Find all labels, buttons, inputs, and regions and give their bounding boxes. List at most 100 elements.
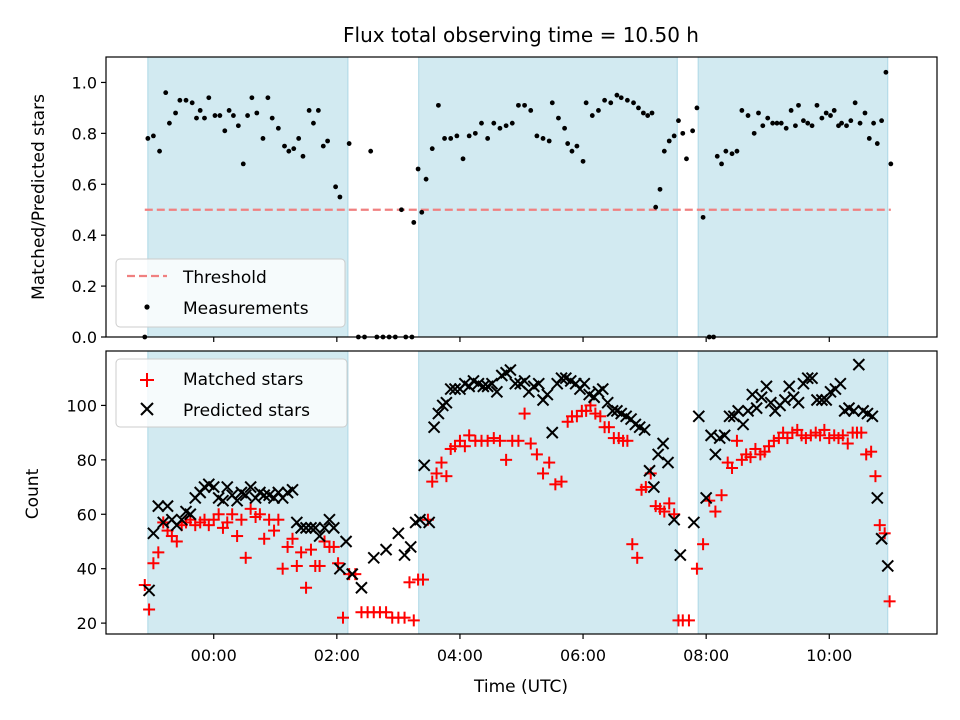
measurement-point [368,148,374,154]
predicted-star-point [764,396,778,409]
predicted-legend-swatch [140,402,154,416]
measurement-point [442,136,447,141]
measurement-point [466,133,472,139]
matched-star-point [626,538,639,551]
bottom-y-axis-label: Count [23,468,43,519]
measurement-point [540,136,546,141]
predicted-star-point [578,377,591,390]
matched-star-point [878,527,891,540]
measurement-point [819,115,825,121]
predicted-star-point [485,377,499,390]
predicted-star-point [230,494,244,507]
predicted-star-point [810,393,824,407]
matched-star-point [276,562,289,575]
matched-star-point [226,508,239,521]
measurement-point [636,105,641,111]
measurements-legend-label: Measurements [183,299,309,319]
predicted-star-point [704,429,718,442]
measurement-points [142,69,894,340]
measurement-point [546,138,552,144]
predicted-star-point [509,377,522,390]
matched-star-point [481,434,494,447]
measurement-point [320,143,326,149]
matched-star-point [403,576,416,589]
measurements-legend-swatch [144,304,150,310]
matched-star-point [639,481,652,494]
measurement-point [614,92,620,98]
measurement-point [624,97,630,103]
measurement-point [315,108,321,113]
measurement-point [497,125,503,131]
predicted-star-point [667,513,681,526]
top-axes: 0.0 0.2 0.4 0.6 0.8 1.0 Flux total observing … [29,23,938,347]
measurement-point [823,110,829,116]
predicted-star-point [477,380,490,393]
measurement-point [173,110,178,116]
y-tick-label: 20 [77,614,97,633]
matched-star-point [458,440,471,453]
matched-star-point [730,434,743,447]
predicted-star-point [834,377,847,390]
measurement-point [222,128,228,134]
measurement-point [574,143,580,149]
measurement-point [729,151,735,157]
predicted-star-point [286,483,299,496]
top-y-ticks: 0.0 0.2 0.4 0.6 0.8 1.0 [72,73,106,347]
measurement-point [565,141,571,146]
predicted-star-point [866,410,879,423]
predicted-star-point [404,540,417,554]
measurement-point [399,207,404,213]
measurement-point [602,97,607,103]
measurement-point [460,156,466,162]
measurement-point [448,136,454,141]
matched-star-point [327,540,340,553]
predicted-star-point [367,551,380,565]
measurement-point [657,186,663,192]
predicted-star-point [323,513,336,526]
measurement-point [177,97,183,103]
measurement-point [419,209,425,215]
measurement-point [282,143,287,149]
matched-star-point [524,437,537,450]
measurement-point [275,125,281,131]
x-tick-label: 10:00 [806,646,852,665]
measurement-point [888,161,894,167]
measurement-point [765,115,771,121]
predicted-star-point [541,388,554,401]
matched-star-point [239,551,252,564]
measurement-point [311,120,316,126]
predicted-star-point [871,491,884,505]
predicted-star-point [413,513,427,526]
measurement-point [831,108,837,113]
x-tick-label: 06:00 [560,646,606,665]
measurement-point [879,118,884,124]
predicted-star-point [555,372,568,385]
measurement-point [661,148,667,154]
measurement-point [596,108,601,113]
predicted-star-point [346,567,359,581]
predicted-star-point [398,548,411,562]
measurement-point [814,102,820,108]
measurement-point [874,141,880,146]
y-tick-label: 0.4 [72,226,97,245]
measurement-point [760,123,766,129]
measurement-point [719,161,724,167]
matched-star-point [268,524,281,537]
measurement-point [226,108,232,113]
measurement-point [472,130,478,136]
predicted-star-point [152,499,165,513]
measurement-point [411,220,417,225]
predicted-star-point [216,494,230,507]
measurement-point [300,153,306,159]
matched-star-point [286,532,299,545]
matched-star-point [697,538,710,551]
bottom-y-ticks: 20 40 60 80 100 [66,396,106,633]
matched-star-point [435,456,448,469]
matched-star-point [221,516,234,529]
measurement-point [745,113,751,118]
matched-star-point [304,543,317,556]
predicted-star-point [651,448,665,461]
matched-star-point [336,611,349,624]
measurement-point [793,123,798,129]
measurement-point [217,113,223,118]
